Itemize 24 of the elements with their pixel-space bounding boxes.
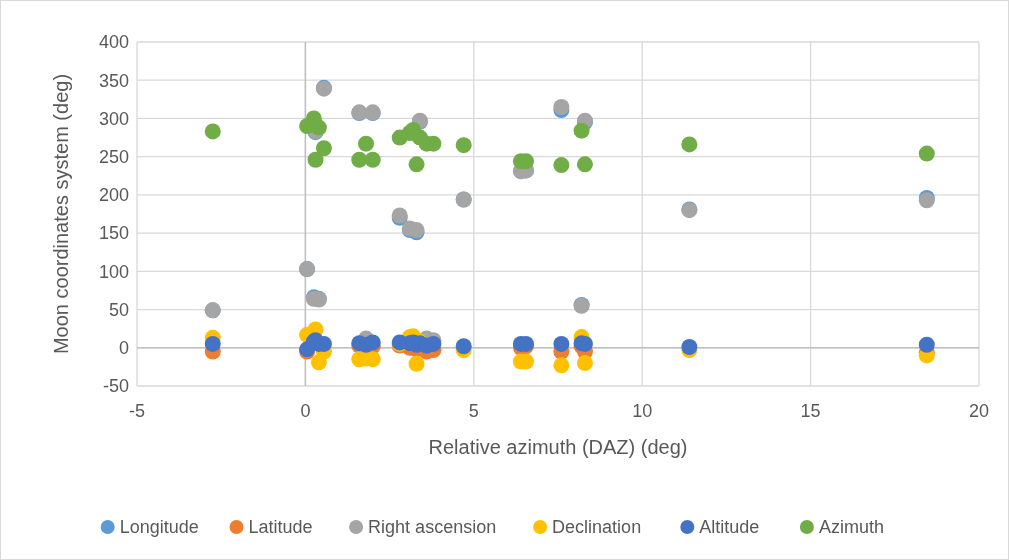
y-tick-label: 400 [98, 32, 129, 53]
legend-label: Latitude [248, 517, 313, 538]
legend-label: Right ascension [368, 517, 497, 538]
legend-label: Azimuth [818, 517, 884, 538]
legend-label: Declination [552, 517, 642, 538]
y-tick-label: 350 [98, 70, 129, 91]
y-tick-label: 50 [108, 299, 129, 320]
y-tick-label: 0 [118, 338, 129, 359]
x-axis-title: Relative azimuth (DAZ) (deg) [428, 436, 688, 458]
y-tick-label: 150 [98, 223, 129, 244]
x-tick-label: 5 [468, 401, 479, 421]
y-tick-label: 250 [98, 146, 129, 167]
y-tick-label: -50 [102, 376, 129, 397]
y-tick-label: 300 [98, 108, 129, 129]
x-tick-label: 0 [300, 401, 311, 421]
x-tick-label: 15 [800, 401, 821, 421]
y-axis-title: Moon coordinates system (deg) [50, 73, 72, 355]
x-tick-label: 20 [968, 401, 990, 421]
legend-label: Altitude [699, 517, 760, 538]
x-tick-label: -5 [128, 401, 146, 421]
legend-label: Longitude [119, 517, 199, 538]
x-tick-label: 10 [632, 401, 653, 421]
y-tick-label: 100 [98, 261, 129, 282]
y-tick-label: 200 [98, 185, 129, 206]
